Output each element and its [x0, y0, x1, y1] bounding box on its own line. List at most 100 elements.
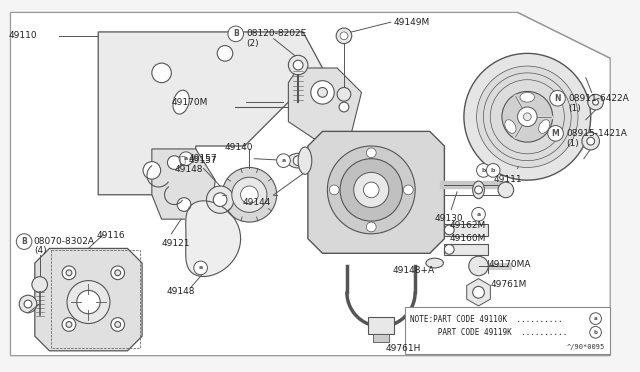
- Circle shape: [228, 26, 243, 42]
- Circle shape: [213, 193, 227, 206]
- Ellipse shape: [298, 147, 312, 174]
- Text: a: a: [184, 156, 188, 161]
- Text: 49111: 49111: [493, 175, 522, 184]
- Circle shape: [472, 208, 485, 221]
- Circle shape: [486, 164, 500, 177]
- Circle shape: [336, 28, 352, 44]
- Bar: [369, 317, 394, 334]
- Circle shape: [67, 280, 110, 324]
- Text: 49148: 49148: [166, 288, 195, 296]
- Circle shape: [111, 266, 125, 280]
- Text: 49130: 49130: [435, 214, 463, 223]
- Text: 49149M: 49149M: [394, 18, 430, 27]
- Ellipse shape: [173, 90, 189, 114]
- Circle shape: [330, 185, 339, 195]
- Circle shape: [293, 60, 303, 70]
- Text: 49761H: 49761H: [386, 344, 421, 353]
- Circle shape: [477, 164, 490, 177]
- Circle shape: [77, 290, 100, 314]
- Circle shape: [502, 92, 553, 142]
- Circle shape: [62, 266, 76, 280]
- Text: PART CODE 49119K  ..........: PART CODE 49119K ..........: [410, 328, 568, 337]
- Polygon shape: [186, 201, 241, 276]
- Circle shape: [483, 73, 571, 161]
- Text: b: b: [481, 168, 486, 173]
- Circle shape: [194, 261, 207, 275]
- Text: 49157: 49157: [189, 154, 218, 163]
- Text: N: N: [554, 94, 561, 103]
- Circle shape: [232, 177, 267, 212]
- Circle shape: [589, 313, 602, 324]
- Bar: [405, 307, 610, 354]
- Text: 49162M: 49162M: [449, 221, 486, 230]
- Circle shape: [317, 87, 328, 97]
- Circle shape: [444, 244, 454, 254]
- Circle shape: [111, 318, 125, 331]
- Circle shape: [477, 66, 578, 167]
- Text: 08120-8202E: 08120-8202E: [246, 29, 307, 38]
- Circle shape: [588, 94, 604, 110]
- Polygon shape: [10, 12, 610, 356]
- Text: 49121: 49121: [162, 239, 190, 248]
- Circle shape: [548, 125, 563, 141]
- Circle shape: [473, 286, 484, 298]
- Ellipse shape: [505, 120, 516, 133]
- Circle shape: [168, 156, 181, 169]
- Text: ^/90*0095: ^/90*0095: [567, 344, 605, 350]
- Circle shape: [217, 46, 233, 61]
- Circle shape: [177, 198, 191, 211]
- Circle shape: [518, 107, 537, 126]
- Ellipse shape: [520, 92, 534, 102]
- Bar: [51, 250, 140, 348]
- Polygon shape: [308, 131, 444, 253]
- Text: 49170MA: 49170MA: [488, 260, 531, 269]
- Text: (1): (1): [566, 139, 579, 148]
- Text: B: B: [233, 29, 239, 38]
- Text: ⓐ: ⓐ: [179, 154, 185, 164]
- Circle shape: [364, 182, 379, 198]
- Circle shape: [24, 300, 32, 308]
- Circle shape: [152, 63, 172, 83]
- Circle shape: [593, 99, 598, 105]
- Text: 08915-1421A: 08915-1421A: [566, 129, 627, 138]
- Circle shape: [550, 90, 565, 106]
- Bar: [444, 244, 488, 255]
- Circle shape: [464, 53, 591, 180]
- Text: (2): (2): [246, 39, 259, 48]
- Ellipse shape: [287, 153, 309, 168]
- Text: 49761M: 49761M: [490, 280, 527, 289]
- Circle shape: [328, 146, 415, 234]
- Polygon shape: [98, 32, 323, 195]
- Circle shape: [222, 167, 276, 222]
- Circle shape: [179, 152, 193, 166]
- Circle shape: [62, 318, 76, 331]
- Text: a: a: [282, 158, 285, 163]
- Text: 49170M: 49170M: [172, 98, 208, 107]
- Circle shape: [403, 185, 413, 195]
- Ellipse shape: [539, 120, 550, 133]
- Circle shape: [587, 137, 595, 145]
- Circle shape: [524, 113, 531, 121]
- Polygon shape: [152, 149, 215, 219]
- Circle shape: [490, 80, 564, 154]
- Circle shape: [582, 132, 600, 150]
- Circle shape: [66, 270, 72, 276]
- Polygon shape: [289, 68, 362, 141]
- Text: 49160M: 49160M: [449, 234, 486, 243]
- Circle shape: [293, 156, 303, 166]
- Text: a: a: [198, 265, 203, 270]
- Circle shape: [340, 32, 348, 40]
- Circle shape: [289, 55, 308, 75]
- Text: 49157: 49157: [189, 156, 218, 165]
- Circle shape: [468, 256, 488, 276]
- Bar: [373, 334, 389, 342]
- Circle shape: [115, 321, 121, 327]
- Ellipse shape: [426, 258, 444, 268]
- Circle shape: [207, 186, 234, 213]
- Circle shape: [115, 270, 121, 276]
- Circle shape: [339, 102, 349, 112]
- Circle shape: [354, 172, 389, 208]
- Polygon shape: [467, 279, 490, 306]
- Circle shape: [143, 161, 161, 179]
- Text: b: b: [593, 330, 598, 335]
